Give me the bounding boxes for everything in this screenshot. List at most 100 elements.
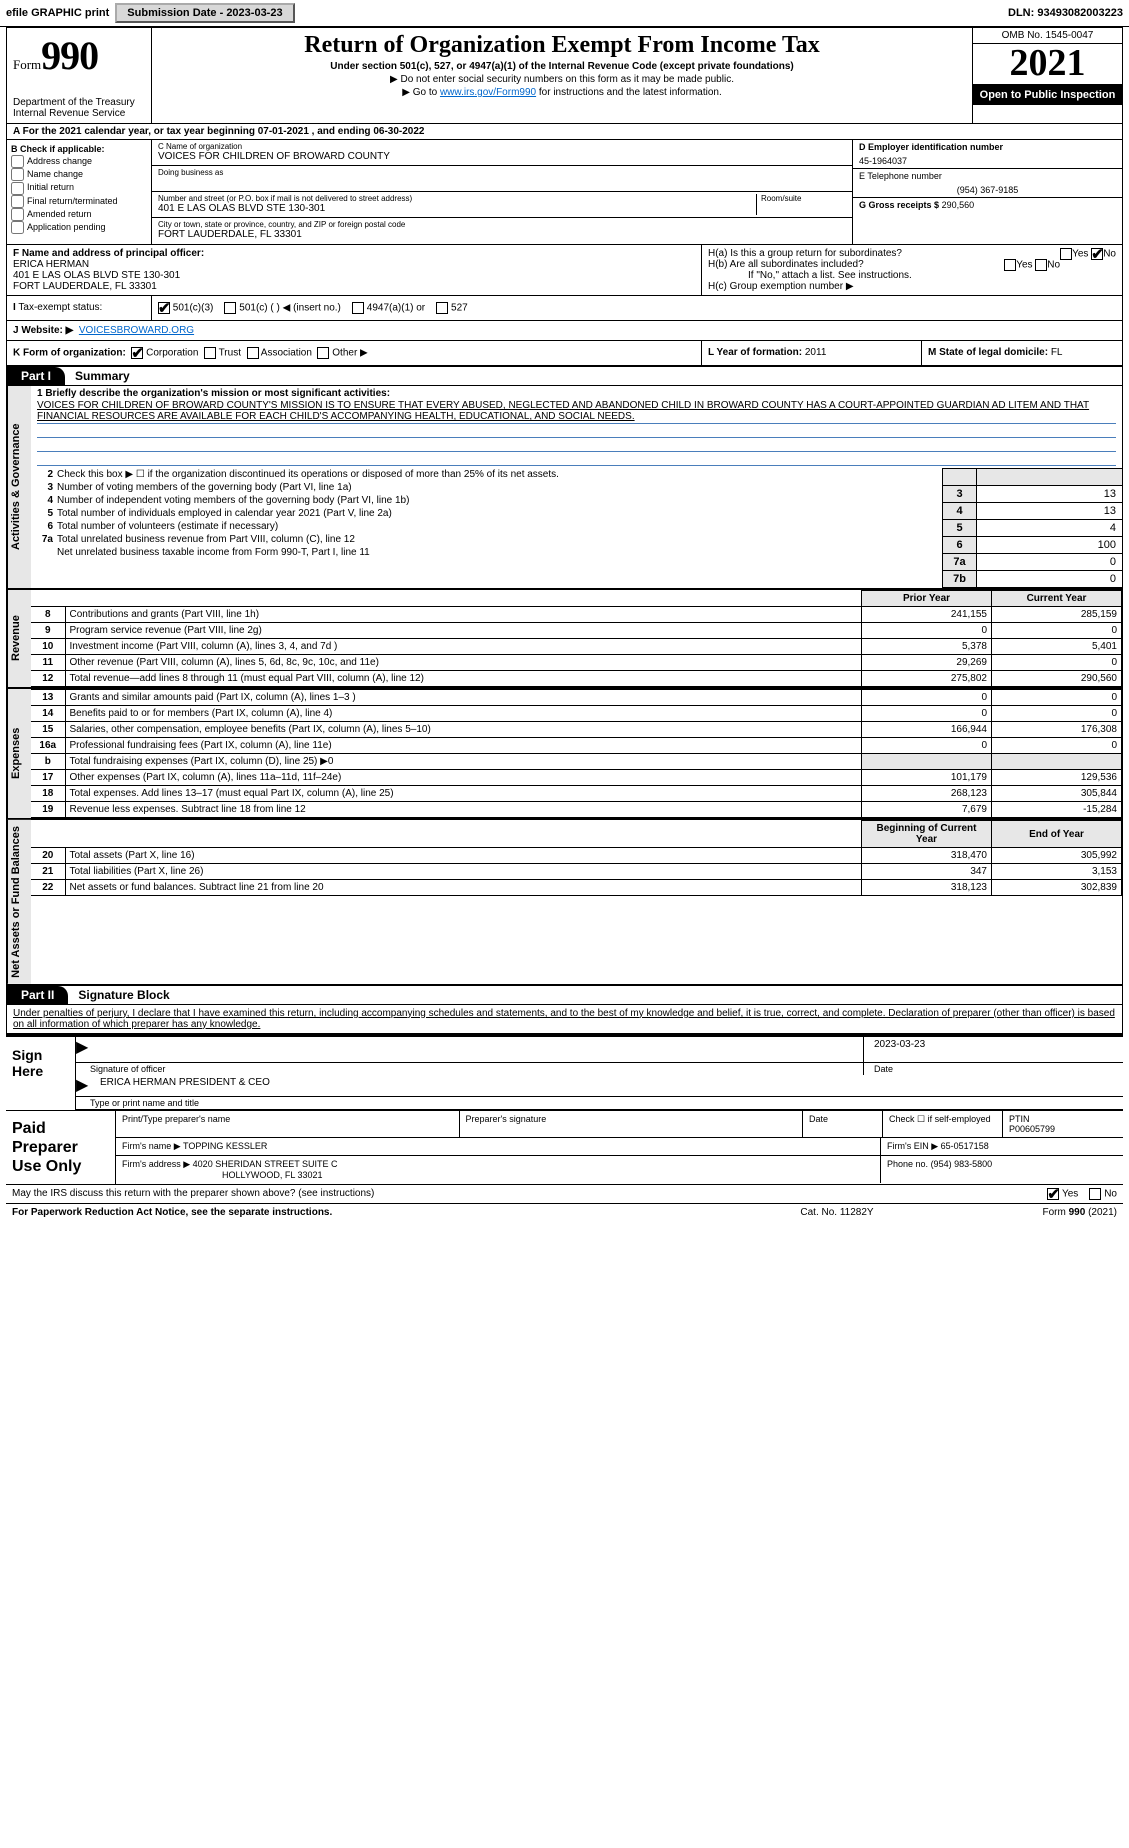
ha-no-label: No xyxy=(1103,249,1116,260)
gross-label: G Gross receipts $ xyxy=(859,200,939,210)
penalties-text: Under penalties of perjury, I declare th… xyxy=(7,1005,1122,1034)
table-row: 13Grants and similar amounts paid (Part … xyxy=(31,690,1122,706)
instructions-link[interactable]: www.irs.gov/Form990 xyxy=(440,87,536,98)
cb-corporation[interactable] xyxy=(131,347,143,359)
hb-label: H(b) Are all subordinates included? xyxy=(708,259,864,270)
cb-501c3[interactable] xyxy=(158,302,170,314)
goto-pre: ▶ Go to xyxy=(402,87,440,98)
form-subtitle: Under section 501(c), 527, or 4947(a)(1)… xyxy=(160,61,964,72)
phone-label: E Telephone number xyxy=(859,171,1116,181)
row-num: 12 xyxy=(31,671,65,687)
expenses-content: 13Grants and similar amounts paid (Part … xyxy=(31,689,1122,818)
check-b-column: B Check if applicable: Address change Na… xyxy=(7,140,152,244)
firm-phone-cell: Phone no. (954) 983-5800 xyxy=(881,1156,1123,1183)
table-row: 14Benefits paid to or for members (Part … xyxy=(31,706,1122,722)
row-prior: 347 xyxy=(862,864,992,880)
self-employed-label: Check ☐ if self-employed xyxy=(883,1111,1003,1137)
city-row: City or town, state or province, country… xyxy=(152,218,852,244)
city-value: FORT LAUDERDALE, FL 33301 xyxy=(158,229,846,240)
row-desc: Total revenue—add lines 8 through 11 (mu… xyxy=(65,671,862,687)
penalties-content: Under penalties of perjury, I declare th… xyxy=(13,1008,1115,1030)
section-expenses: Expenses 13Grants and similar amounts pa… xyxy=(7,689,1122,820)
hb-no-label: No xyxy=(1047,260,1060,271)
gross-value: 290,560 xyxy=(942,200,975,210)
ein-value: 45-1964037 xyxy=(859,152,1116,166)
submission-date-button[interactable]: Submission Date - 2023-03-23 xyxy=(115,3,294,23)
row-a-text: A For the 2021 calendar year, or tax yea… xyxy=(13,126,424,137)
cb-other[interactable] xyxy=(317,347,329,359)
signature-line[interactable]: ▶ xyxy=(76,1037,863,1063)
k-label: K Form of organization: xyxy=(13,348,126,359)
row-num: 15 xyxy=(31,722,65,738)
cb-501c[interactable] xyxy=(224,302,236,314)
lbl-association: Association xyxy=(261,348,312,359)
table-row: 21Total liabilities (Part X, line 26)347… xyxy=(31,864,1122,880)
cb-application-pending[interactable]: Application pending xyxy=(11,221,147,234)
page-footer: For Paperwork Reduction Act Notice, see … xyxy=(6,1203,1123,1221)
cb-initial-return[interactable]: Initial return xyxy=(11,181,147,194)
header-left: Form990 Department of the Treasury Inter… xyxy=(7,28,152,123)
table-row: 8Contributions and grants (Part VIII, li… xyxy=(31,607,1122,623)
cb-527[interactable] xyxy=(436,302,448,314)
signature-block: Sign Here ▶ Signature of officer 2023-03… xyxy=(6,1035,1123,1204)
officer-name-label: Type or print name and title xyxy=(76,1097,1123,1110)
col-begin-year: Beginning of Current Year xyxy=(862,821,992,848)
cb-amended-label: Amended return xyxy=(27,209,92,219)
row-num: 11 xyxy=(31,655,65,671)
row-prior: 0 xyxy=(862,623,992,639)
form-frame: Form990 Department of the Treasury Inter… xyxy=(6,27,1123,1035)
ha-yes-label: Yes xyxy=(1072,249,1088,260)
ha-yes-checkbox[interactable] xyxy=(1060,248,1072,260)
row-num: 22 xyxy=(31,880,65,896)
line-3: 3Number of voting members of the governi… xyxy=(31,481,942,494)
row-num: 13 xyxy=(31,690,65,706)
org-name-row: C Name of organization VOICES FOR CHILDR… xyxy=(152,140,852,166)
form-of-org: K Form of organization: Corporation Trus… xyxy=(7,341,702,365)
cb-initial-return-label: Initial return xyxy=(27,182,74,192)
row-num: b xyxy=(31,754,65,770)
cb-name-change[interactable]: Name change xyxy=(11,168,147,181)
line-6-text: Total number of volunteers (estimate if … xyxy=(57,521,938,532)
cb-association[interactable] xyxy=(247,347,259,359)
row-prior xyxy=(862,754,992,770)
net-header-row: Beginning of Current Year End of Year xyxy=(31,821,1122,848)
firm-ein-label: Firm's EIN ▶ xyxy=(887,1141,938,1151)
row-prior: 166,944 xyxy=(862,722,992,738)
paid-preparer-block: Paid Preparer Use Only Print/Type prepar… xyxy=(6,1110,1123,1185)
row-desc: Grants and similar amounts paid (Part IX… xyxy=(65,690,862,706)
table-row: 15Salaries, other compensation, employee… xyxy=(31,722,1122,738)
table-row: 20Total assets (Part X, line 16)318,4703… xyxy=(31,848,1122,864)
dept-label: Department of the Treasury xyxy=(13,97,145,108)
line-7a: 7aTotal unrelated business revenue from … xyxy=(31,533,942,546)
sign-right: ▶ Signature of officer 2023-03-23 Date ▶… xyxy=(76,1037,1123,1110)
sign-here-label: Sign Here xyxy=(6,1037,76,1110)
hb-no-checkbox[interactable] xyxy=(1035,259,1047,271)
discuss-no-checkbox[interactable] xyxy=(1089,1188,1101,1200)
hb-yes-checkbox[interactable] xyxy=(1004,259,1016,271)
street-value: 401 E LAS OLAS BLVD STE 130-301 xyxy=(158,203,756,214)
identity-block: B Check if applicable: Address change Na… xyxy=(7,140,1122,245)
box-5-val: 4 xyxy=(977,520,1122,536)
cb-trust[interactable] xyxy=(204,347,216,359)
box-3: 313 xyxy=(943,486,1122,503)
website-link[interactable]: VOICESBROWARD.ORG xyxy=(79,325,194,336)
cb-address-change[interactable]: Address change xyxy=(11,155,147,168)
cb-amended[interactable]: Amended return xyxy=(11,208,147,221)
ptin-label: PTIN xyxy=(1009,1114,1117,1124)
netassets-table: Beginning of Current Year End of Year 20… xyxy=(31,820,1122,896)
ha-no-checkbox[interactable] xyxy=(1091,248,1103,260)
m-label: M State of legal domicile: xyxy=(928,347,1048,358)
discuss-yes-checkbox[interactable] xyxy=(1047,1188,1059,1200)
goto-line: ▶ Go to www.irs.gov/Form990 for instruct… xyxy=(160,87,964,98)
lbl-501c3: 501(c)(3) xyxy=(173,303,214,314)
cb-4947[interactable] xyxy=(352,302,364,314)
firm-name-cell: Firm's name ▶ TOPPING KESSLER xyxy=(116,1138,881,1155)
form-number: 990 xyxy=(41,33,98,78)
row-prior: 101,179 xyxy=(862,770,992,786)
revenue-table: Prior Year Current Year 8Contributions a… xyxy=(31,590,1122,687)
mission-blank-3 xyxy=(37,452,1116,466)
cb-final-return[interactable]: Final return/terminated xyxy=(11,195,147,208)
box-3-val: 13 xyxy=(977,486,1122,502)
org-name-label: C Name of organization xyxy=(158,142,846,151)
row-num: 21 xyxy=(31,864,65,880)
